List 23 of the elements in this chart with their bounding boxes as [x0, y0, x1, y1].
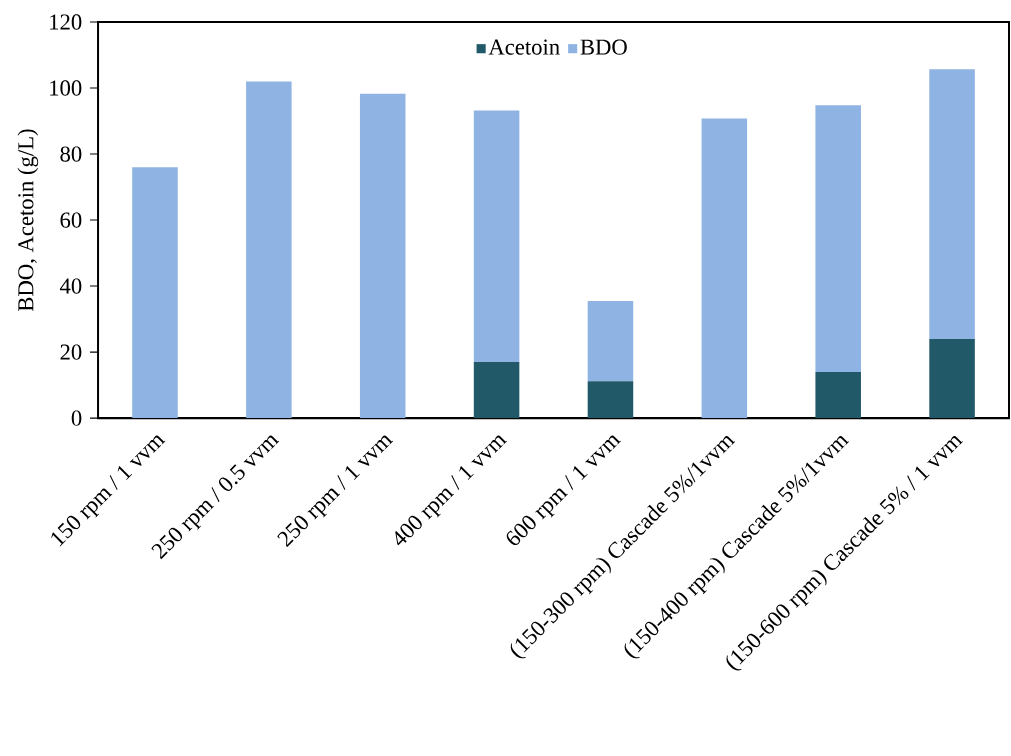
bar — [587, 381, 634, 419]
y-tick-label: 40 — [59, 278, 82, 294]
bar — [929, 69, 975, 339]
bar — [246, 81, 292, 419]
x-tick-label: 400 rpm / 1 vvm — [395, 435, 507, 546]
y-tick-label: 100 — [50, 80, 82, 96]
bar — [701, 118, 748, 419]
legend-label: BDO — [580, 39, 627, 55]
bar — [929, 338, 975, 419]
y-tick-label: 20 — [60, 344, 82, 360]
bar — [587, 300, 634, 382]
bar — [473, 110, 520, 362]
bar — [132, 167, 178, 419]
bar — [359, 93, 406, 419]
y-tick-label: 0 — [71, 410, 82, 426]
bar — [473, 361, 520, 419]
y-axis-title: BDO, Acetoin (g/L) — [17, 129, 39, 311]
bar — [815, 371, 861, 419]
y-tick-label: 80 — [60, 146, 82, 162]
y-tick-label: 120 — [50, 14, 82, 30]
bar — [815, 105, 861, 372]
legend-label: Acetoin — [488, 39, 560, 55]
y-tick-label: 60 — [60, 212, 82, 228]
